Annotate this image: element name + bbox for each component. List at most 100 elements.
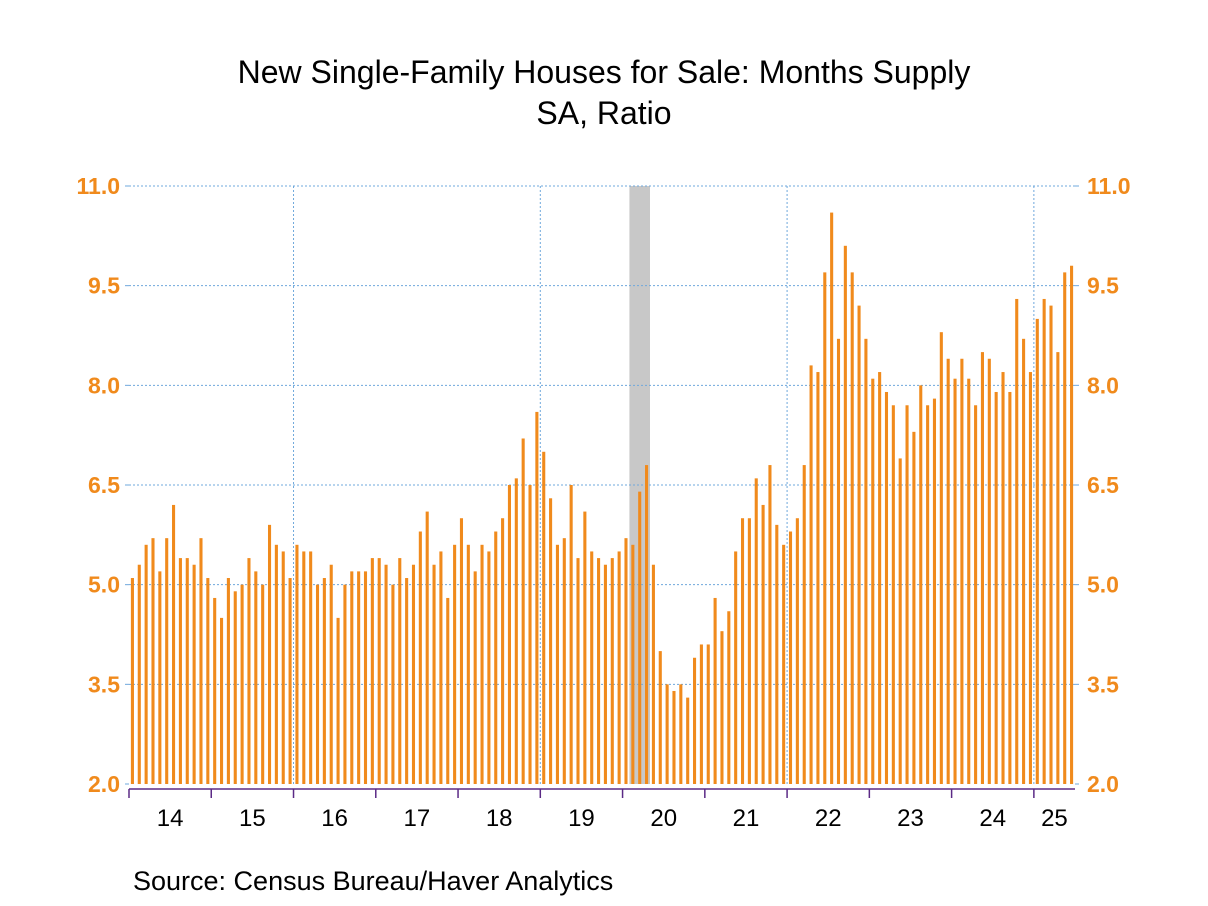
bar	[884, 391, 889, 784]
bar	[254, 571, 258, 784]
bar	[165, 538, 169, 784]
bar	[370, 558, 374, 784]
bar	[1070, 265, 1074, 784]
recession-band	[629, 186, 650, 784]
bar	[247, 558, 251, 784]
bar	[439, 551, 443, 784]
bar	[912, 431, 916, 784]
bar	[1063, 272, 1067, 784]
gridlines	[125, 185, 1079, 785]
x-tick-label: 17	[404, 805, 431, 832]
bar	[590, 551, 594, 784]
bar	[747, 518, 751, 784]
bar	[1028, 372, 1032, 784]
bar	[788, 531, 793, 784]
bar	[617, 551, 621, 784]
bar	[816, 372, 820, 784]
bar	[891, 405, 895, 784]
x-tick-label: 20	[650, 805, 677, 832]
bar	[322, 578, 326, 784]
bar	[809, 365, 813, 784]
bar	[754, 478, 758, 784]
bar	[734, 551, 738, 784]
x-tick-label: 21	[733, 805, 760, 832]
bar	[830, 212, 834, 785]
bar	[466, 544, 470, 784]
bar	[185, 558, 189, 784]
bar	[610, 558, 614, 784]
bar	[384, 564, 388, 784]
y-tick-labels: 2.0 2.0 3.5 3.5 5.0 5.0 6.5 6.5 8.0 8.0 9.5 9.5 11.0…	[77, 173, 1131, 797]
x-tick-label: 22	[815, 805, 842, 832]
x-tick-label: 14	[157, 805, 184, 832]
bar	[857, 305, 861, 784]
bar	[1022, 338, 1026, 784]
x-tick-label: 23	[897, 805, 924, 832]
bar	[939, 332, 943, 784]
bar	[178, 558, 182, 784]
x-tick-label: 18	[486, 805, 513, 832]
bar	[206, 578, 210, 784]
bar	[1056, 352, 1060, 784]
bar	[850, 272, 854, 784]
bar	[555, 544, 559, 784]
y-tick-label-right: 6.5	[1087, 472, 1119, 498]
bar	[864, 338, 868, 784]
bar	[651, 564, 655, 784]
bar	[192, 564, 196, 784]
bar	[274, 544, 278, 784]
y-tick-label-left: 11.0	[77, 173, 121, 199]
bar	[418, 531, 422, 784]
x-tick-labels: 14 15 16 17 18 19 20 21 22 23 24 25	[157, 805, 1068, 832]
bar	[158, 571, 162, 784]
bar	[357, 571, 361, 784]
bar	[425, 511, 429, 784]
bar	[398, 558, 402, 784]
bar	[329, 564, 333, 784]
bar	[597, 558, 601, 784]
bar	[740, 518, 745, 784]
chart-subtitle: SA, Ratio	[536, 95, 672, 131]
bar	[898, 458, 902, 784]
y-tick-label-right: 11.0	[1087, 173, 1131, 199]
bar	[823, 272, 827, 784]
bar	[240, 584, 244, 784]
bar	[487, 551, 491, 784]
y-tick-label-left: 9.5	[88, 273, 120, 299]
bar	[549, 498, 553, 784]
bar	[960, 358, 964, 784]
bar	[1015, 298, 1019, 784]
y-tick-label-right: 2.0	[1087, 771, 1119, 797]
x-tick-label: 19	[568, 805, 595, 832]
bar	[802, 465, 806, 784]
x-tick-label: 15	[239, 805, 266, 832]
bar	[480, 544, 484, 784]
bar	[836, 338, 841, 784]
bar	[953, 378, 957, 784]
bar	[905, 405, 909, 784]
bar	[343, 584, 347, 784]
y-tick-label-right: 5.0	[1087, 572, 1119, 598]
bar	[315, 584, 320, 784]
bar	[501, 518, 505, 784]
bar	[295, 544, 299, 784]
bar	[1042, 298, 1046, 784]
y-tick-label-right: 3.5	[1087, 671, 1119, 697]
bar	[679, 684, 683, 784]
recession-band-layer	[629, 186, 650, 784]
bar	[987, 358, 991, 784]
bar	[569, 485, 573, 784]
bar	[878, 372, 882, 784]
bar	[336, 617, 340, 784]
x-axis	[128, 788, 1075, 798]
bar	[446, 597, 450, 784]
bar	[1008, 391, 1012, 784]
bar	[576, 558, 580, 784]
bar	[151, 538, 155, 784]
bar	[309, 551, 313, 784]
bar	[583, 511, 587, 784]
bar	[172, 504, 176, 784]
bar	[302, 551, 306, 784]
bar	[220, 617, 224, 784]
